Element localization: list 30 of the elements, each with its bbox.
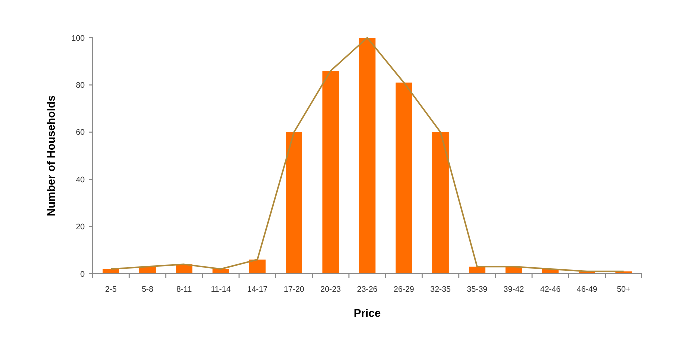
y-tick-label: 20 xyxy=(76,222,86,232)
y-tick-label: 40 xyxy=(76,175,86,184)
y-tick-label: 100 xyxy=(72,34,86,43)
x-tick-label: 14-17 xyxy=(247,285,268,294)
y-tick-label: 60 xyxy=(76,128,86,138)
x-tick-label: 32-35 xyxy=(430,285,452,294)
bar xyxy=(249,260,266,274)
bar xyxy=(322,71,340,274)
x-tick-label: 46-49 xyxy=(577,285,598,294)
x-tick-label: 20-23 xyxy=(320,285,342,294)
y-axis-title: Number of Households xyxy=(46,95,58,217)
y-tick-label: 0 xyxy=(80,270,86,279)
x-tick-label: 17-20 xyxy=(284,285,306,294)
bar xyxy=(359,38,376,274)
x-axis-title: Price xyxy=(354,308,381,320)
bar xyxy=(286,132,302,274)
x-tick-label: 11-14 xyxy=(211,285,232,294)
x-tick-label: 26-29 xyxy=(394,285,415,294)
y-tick-label: 80 xyxy=(76,81,86,90)
x-tick-label: 2-5 xyxy=(105,285,118,294)
bar xyxy=(396,82,412,274)
line-series xyxy=(110,37,625,272)
x-tick-label: 39-42 xyxy=(504,285,525,294)
x-tick-label: 42-46 xyxy=(540,285,562,294)
x-tick-label: 50+ xyxy=(617,285,631,294)
x-tick-label: 35-39 xyxy=(467,285,488,294)
x-tick-label: 5-8 xyxy=(142,285,154,294)
bar xyxy=(432,132,449,274)
x-tick-label: 8-11 xyxy=(176,285,193,294)
x-tick-label: 23-26 xyxy=(357,285,378,294)
